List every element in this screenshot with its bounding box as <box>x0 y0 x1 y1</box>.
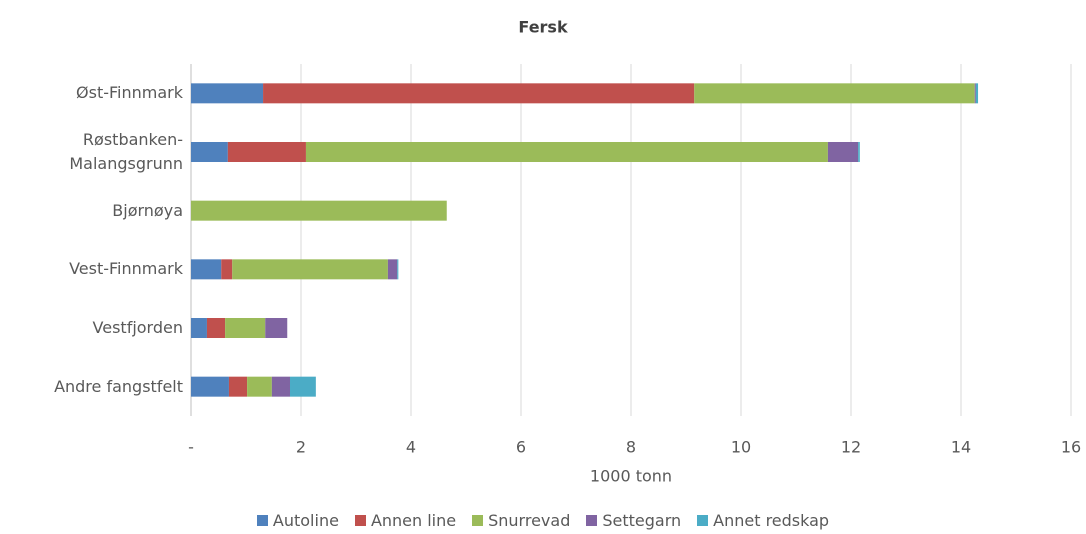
bar-segment <box>225 318 266 338</box>
x-tick-label: 2 <box>296 438 306 457</box>
legend-label: Snurrevad <box>488 511 571 530</box>
bar-segment <box>858 142 860 162</box>
legend-label: Annet redskap <box>713 511 830 530</box>
legend-swatch <box>256 515 268 526</box>
bar-segment <box>305 142 828 162</box>
legend-swatch <box>472 515 484 526</box>
bar-segment <box>271 376 290 397</box>
bar-segment <box>206 318 226 338</box>
bar-segment <box>827 142 859 162</box>
legend: Autoline Annen line Snurrevad Settegarn Anne… <box>0 511 1086 530</box>
bar-segment <box>221 259 233 280</box>
x-tick-label: 14 <box>951 438 971 457</box>
x-tick-label: - <box>188 438 194 457</box>
bar-segment <box>247 376 272 397</box>
y-tick-label: Røstbanken-Malangsgrunn <box>69 130 183 173</box>
bar-segment <box>232 259 388 280</box>
bar-segment <box>387 259 398 280</box>
bar-segment <box>191 200 447 221</box>
x-tick-label: 6 <box>516 438 526 457</box>
bar-segment <box>975 83 979 104</box>
legend-item: Autoline <box>256 511 339 530</box>
bar-segment <box>191 376 229 397</box>
legend-item: Snurrevad <box>472 511 570 530</box>
legend-swatch <box>354 515 366 526</box>
x-tick-label: 4 <box>406 438 416 457</box>
legend-label: Settegarn <box>602 511 682 530</box>
bar-segment <box>227 142 306 162</box>
x-tick-label: 12 <box>841 438 861 457</box>
bar-segment <box>263 83 695 104</box>
y-tick-label: Vest-Finnmark <box>69 259 183 279</box>
bar-segment <box>191 142 228 162</box>
bar-segment <box>191 83 264 104</box>
bar-segment <box>290 376 316 397</box>
y-tick-label: Vestfjorden <box>92 318 183 337</box>
bar-segment <box>265 318 288 338</box>
x-axis-label: 1000 tonn <box>590 467 672 486</box>
legend-item: Annen line <box>354 511 457 530</box>
legend-label: Annen line <box>370 511 457 530</box>
legend-swatch <box>697 515 709 526</box>
bar-segment <box>974 83 976 104</box>
x-tick-label: 8 <box>626 438 636 457</box>
y-tick-label: Øst-Finnmark <box>76 83 183 103</box>
bar-segment <box>191 259 222 280</box>
legend-item: Settegarn <box>586 511 681 530</box>
x-tick-label: 10 <box>731 438 751 457</box>
y-tick-label: Andre fangstfelt <box>54 376 183 396</box>
y-tick-label: Bjørnøya <box>112 200 183 220</box>
legend-swatch <box>586 515 598 526</box>
bar-segment <box>694 83 975 104</box>
legend-item: Annet redskap <box>697 511 829 530</box>
chart-title: Fersk <box>518 18 568 37</box>
bar-segment <box>228 376 248 397</box>
bar-segment <box>191 318 207 338</box>
bar-segment <box>397 259 399 280</box>
legend-label: Autoline <box>272 511 339 530</box>
x-tick-label: 16 <box>1061 438 1081 457</box>
